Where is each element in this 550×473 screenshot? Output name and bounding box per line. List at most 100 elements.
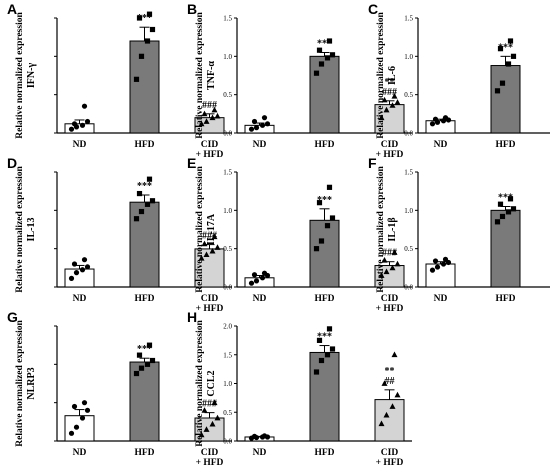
x-tick-label: HFD <box>314 140 334 150</box>
data-point <box>73 424 80 430</box>
data-point <box>381 380 388 386</box>
data-point <box>313 369 320 375</box>
data-point <box>378 272 385 278</box>
data-point <box>429 267 436 273</box>
x-tick-label: HFD <box>495 140 515 150</box>
y-tick-label: 0.0 <box>404 284 413 292</box>
data-point <box>442 256 449 262</box>
significance-mark: *** <box>137 181 152 192</box>
data-point <box>136 190 143 197</box>
data-point <box>432 258 439 264</box>
data-point <box>378 420 385 427</box>
data-point <box>68 126 75 132</box>
panel-letter: D <box>7 155 17 171</box>
data-point <box>136 352 143 358</box>
significance-mark: ** <box>385 366 395 377</box>
data-point <box>383 106 390 113</box>
data-point <box>507 196 514 202</box>
y-tick-label: 0.5 <box>223 245 232 253</box>
data-point <box>68 430 75 436</box>
significance-mark: ### <box>202 231 217 242</box>
data-point <box>203 426 210 432</box>
data-point <box>209 247 216 254</box>
gene-label: IL-6 <box>387 66 398 85</box>
y-axis-title: Relative normalized expression <box>195 12 205 139</box>
data-point <box>84 407 91 413</box>
data-point <box>381 96 388 103</box>
significance-mark: ### <box>382 248 397 259</box>
significance-mark: ### <box>382 87 397 98</box>
x-tick-label: ND <box>253 140 267 150</box>
data-point <box>318 238 325 244</box>
y-tick-label: 0.5 <box>404 245 413 253</box>
data-point <box>144 38 151 44</box>
bar <box>309 55 340 134</box>
data-point <box>389 102 396 108</box>
data-point <box>146 11 153 17</box>
y-tick-label: 1.5 <box>404 169 413 177</box>
y-tick-label: 1.5 <box>223 169 232 177</box>
data-point <box>318 61 325 67</box>
significance-mark: *** <box>498 42 513 53</box>
panel-letter: A <box>7 1 17 17</box>
x-tick-label: + HFD <box>376 304 404 314</box>
x-tick-label: HFD <box>134 448 154 458</box>
panel-letter: B <box>187 1 197 17</box>
panel-letter: H <box>187 309 197 325</box>
data-point <box>149 26 156 33</box>
data-point <box>324 352 331 358</box>
data-point <box>261 115 268 121</box>
data-point <box>391 351 398 358</box>
x-tick-label: ND <box>253 294 267 304</box>
y-tick-label: 0.0 <box>223 438 232 446</box>
data-point <box>442 115 449 121</box>
bar <box>309 351 340 442</box>
data-point <box>136 15 143 21</box>
x-tick-label: CID <box>201 448 219 458</box>
data-point <box>440 261 447 267</box>
y-axis-title: Relative normalized expression <box>195 166 205 293</box>
data-point <box>198 431 205 438</box>
y-axis-title: Relative normalized expression <box>376 12 386 139</box>
data-point <box>259 275 266 281</box>
data-point <box>324 223 331 229</box>
data-point <box>313 246 320 252</box>
data-point <box>209 420 216 427</box>
x-tick-label: + HFD <box>376 150 404 160</box>
x-tick-label: HFD <box>495 294 515 304</box>
data-point <box>203 118 210 124</box>
gene-label: IFN-γ <box>26 63 37 89</box>
x-tick-label: CID <box>381 140 399 150</box>
x-tick-label: CID <box>201 140 219 150</box>
y-tick-label: 1.0 <box>404 53 413 61</box>
y-tick-label: 0.5 <box>223 91 232 99</box>
data-point <box>81 257 88 263</box>
data-point <box>326 326 333 332</box>
data-point <box>316 47 323 53</box>
panel-letter: C <box>368 1 378 17</box>
significance-mark: *** <box>317 195 332 206</box>
data-point <box>248 280 255 286</box>
x-tick-label: CID <box>381 294 399 304</box>
data-point <box>326 38 333 44</box>
data-point <box>138 208 145 215</box>
data-point <box>434 264 441 270</box>
data-point <box>251 433 258 439</box>
data-point <box>394 391 401 398</box>
data-point <box>201 110 208 117</box>
x-tick-label: ND <box>73 140 87 150</box>
data-point <box>510 206 517 212</box>
x-tick-label: + HFD <box>196 458 224 468</box>
y-axis-title: Relative normalized expression <box>15 166 25 293</box>
bar <box>129 40 160 134</box>
data-point <box>198 255 205 261</box>
data-point <box>71 261 78 267</box>
data-point <box>505 209 512 215</box>
y-tick-label: 0.0 <box>223 284 232 292</box>
data-point <box>214 414 221 421</box>
data-point <box>79 415 86 421</box>
x-tick-label: HFD <box>314 294 334 304</box>
data-point <box>389 264 396 271</box>
